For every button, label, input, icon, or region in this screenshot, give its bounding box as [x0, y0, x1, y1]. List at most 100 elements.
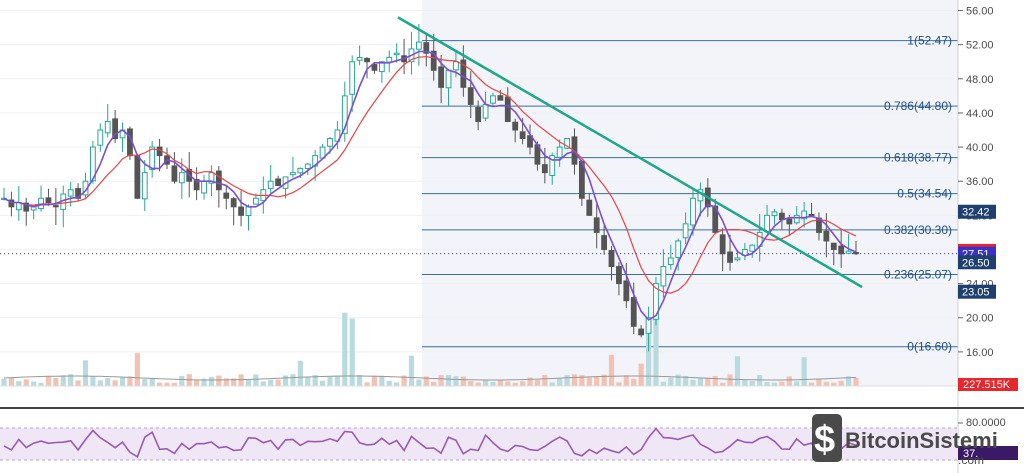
volume-bar: [275, 379, 281, 386]
rsi-line: [3, 427, 857, 458]
candle-body: [223, 192, 230, 199]
volume-bar: [53, 377, 59, 386]
candle-body: [519, 131, 526, 140]
candle-body: [90, 146, 96, 182]
candle-body: [341, 95, 348, 134]
candle-body: [853, 251, 859, 255]
volume-bar: [786, 376, 792, 386]
candle-body: [467, 87, 474, 105]
candle-body: [838, 245, 845, 255]
volume-bar: [460, 376, 466, 386]
fib-label: 0.786(44.80): [884, 99, 952, 113]
candle-body: [638, 328, 645, 336]
volume-bar: [557, 378, 563, 386]
candle-body: [512, 121, 519, 131]
price-badge-label: 32.42: [962, 207, 990, 219]
volume-bar: [60, 375, 66, 386]
volume-bar: [742, 380, 748, 386]
candle-body: [719, 234, 726, 255]
candle-body: [371, 64, 378, 71]
volume-bar: [542, 375, 548, 386]
volume-bar: [319, 380, 326, 386]
candle-body: [608, 250, 615, 268]
volume-bar: [201, 378, 207, 386]
candle-body: [771, 211, 778, 217]
volume-bar: [208, 377, 215, 386]
volume-bar: [423, 376, 429, 386]
volume-bar: [216, 375, 222, 386]
fib-label: 0.618(38.77): [884, 151, 952, 165]
candle-body: [364, 57, 370, 63]
candle-body: [460, 59, 467, 88]
volume-bar: [75, 380, 81, 386]
candle-body: [675, 240, 682, 258]
volume-bar: [645, 332, 652, 386]
fib-shaded-area: [422, 0, 958, 386]
y-tick-label: 56.00: [966, 6, 994, 18]
candle-body: [453, 61, 459, 71]
candle-body: [178, 172, 185, 184]
volume-bar: [638, 363, 644, 386]
volume-bar: [668, 377, 674, 386]
volume-bar: [845, 376, 852, 386]
volume-bar: [838, 380, 844, 386]
candle-body: [764, 214, 770, 233]
volume-bar: [305, 377, 311, 386]
volume-bar: [349, 318, 355, 386]
volume-bar: [660, 381, 666, 386]
volume-bar: [357, 374, 363, 386]
volume-bar: [823, 381, 829, 386]
watermark-logo-glyph: $: [814, 419, 835, 461]
volume-bar: [334, 375, 340, 386]
y-tick-label: 16.00: [966, 347, 994, 359]
candle-body: [541, 164, 548, 174]
volume-bar: [45, 376, 52, 386]
candle-body: [734, 257, 741, 261]
candle-body: [378, 61, 385, 73]
volume-bar: [290, 374, 296, 386]
volume-bar: [223, 378, 229, 386]
candle-body: [245, 206, 252, 217]
fib-label: 0.236(25.07): [884, 267, 952, 281]
candle-body: [749, 244, 756, 252]
ma-fast-line: [3, 50, 857, 321]
volume-bar: [512, 382, 518, 386]
candle-body: [630, 297, 637, 327]
volume-bar: [105, 378, 111, 386]
volume-bar: [808, 382, 815, 386]
volume-bar: [527, 377, 533, 386]
candle-body: [45, 197, 52, 204]
volume-bar: [705, 377, 711, 386]
candle-body: [275, 178, 282, 186]
trendline[interactable]: [397, 16, 863, 289]
candle-body: [171, 165, 178, 182]
volume-bar: [68, 374, 74, 386]
candle-body: [386, 56, 393, 63]
volume-bar: [608, 354, 615, 386]
volume-ma-line: [3, 375, 857, 381]
candle-body: [327, 138, 333, 147]
candle-body: [238, 206, 244, 216]
rsi-band: [0, 428, 958, 460]
volume-bar: [171, 382, 177, 386]
candle-body: [845, 250, 852, 254]
volume-bar: [579, 375, 585, 386]
volume-bar: [156, 382, 163, 386]
volume-bar: [734, 356, 741, 386]
volume-bar: [38, 382, 44, 386]
volume-bar: [394, 382, 400, 386]
candle-body: [793, 214, 800, 224]
candle-body: [653, 283, 659, 320]
volume-bar: [401, 375, 407, 386]
candle-body: [808, 213, 815, 217]
candle-body: [667, 257, 674, 266]
bitcoinsistemi-watermark: $ BitcoinSistemi .com: [812, 414, 998, 467]
volume-bar: [623, 375, 629, 386]
volume-bar: [749, 381, 755, 386]
rsi-tick-label: 80.0000: [966, 417, 1006, 429]
candle-body: [556, 146, 563, 158]
volume-bar: [616, 382, 622, 386]
volume-bar: [690, 379, 696, 386]
volume-bar: [549, 382, 555, 386]
